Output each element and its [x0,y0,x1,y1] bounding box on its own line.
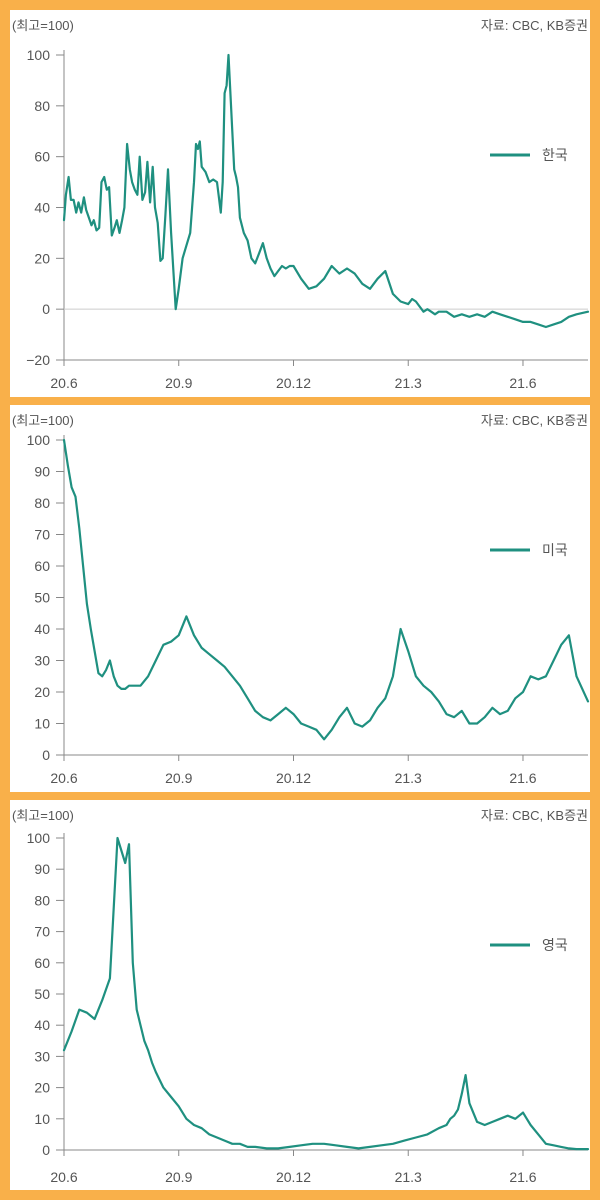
y-tick-label: 40 [34,621,50,637]
source-label: 자료: CBC, KB증권 [481,413,588,428]
x-tick-label: 21.3 [395,1169,422,1185]
y-tick-label: 80 [34,495,50,511]
series-line [62,53,590,329]
series-line [62,438,590,741]
y-tick-label: 100 [27,830,51,846]
y-tick-label: 70 [34,527,50,543]
chart-uk: (최고=100) 자료: CBC, KB증권 영국 10090807060504… [12,808,590,1185]
y-tick-label: 100 [27,47,51,63]
y-tick-label: 30 [34,1048,50,1064]
x-tick-label: 21.3 [395,375,422,391]
unit-label: (최고=100) [12,18,74,33]
unit-label: (최고=100) [12,413,74,428]
legend-label: 한국 [542,147,568,163]
y-tick-label: 20 [34,1080,50,1096]
x-tick-label: 20.9 [165,375,192,391]
x-tick-label: 20.9 [165,1169,192,1185]
y-tick-label: 0 [42,747,50,763]
legend-label: 미국 [542,542,568,558]
y-tick-label: 40 [34,1017,50,1033]
y-tick-label: 0 [42,1142,50,1158]
x-tick-label: 21.6 [509,1169,536,1185]
x-tick-label: 20.6 [50,1169,77,1185]
x-tick-label: 20.9 [165,770,192,786]
y-tick-label: 80 [34,98,50,114]
y-tick-label: 0 [42,301,50,317]
y-tick-label: 60 [34,955,50,971]
x-tick-label: 20.6 [50,770,77,786]
y-tick-label: 30 [34,653,50,669]
y-tick-label: 10 [34,1111,50,1127]
chart-usa: (최고=100) 자료: CBC, KB증권 미국 10090807060504… [12,413,590,786]
x-tick-label: 20.12 [276,375,311,391]
y-tick-label: 60 [34,149,50,165]
x-tick-label: 21.3 [395,770,422,786]
x-tick-label: 20.12 [276,770,311,786]
y-tick-label: 80 [34,892,50,908]
y-tick-label: 50 [34,986,50,1002]
chart-panel-korea: (최고=100) 자료: CBC, KB증권 한국 100 80 60 40 20 0 −2… [10,10,590,397]
chart-panel-uk: (최고=100) 자료: CBC, KB증권 영국 100 90 80 70 60 50 4… [10,800,590,1190]
source-label: 자료: CBC, KB증권 [481,18,588,33]
unit-label: (최고=100) [12,808,74,823]
y-tick-label: 20 [34,684,50,700]
y-tick-label: 60 [34,558,50,574]
y-tick-label: 40 [34,200,50,216]
legend-label: 영국 [542,937,568,953]
y-tick-label: 100 [27,432,51,448]
y-tick-label: 70 [34,924,50,940]
chart-panel-usa: (최고=100) 자료: CBC, KB증권 미국 100 90 80 70 60 50 4… [10,405,590,792]
y-tick-label: 90 [34,464,50,480]
y-tick-label: 10 [34,716,50,732]
x-tick-label: 21.6 [509,770,536,786]
x-tick-label: 20.6 [50,375,77,391]
x-tick-label: 21.6 [509,375,536,391]
y-tick-label: 50 [34,590,50,606]
chart-korea: (최고=100) 자료: CBC, KB증권 한국 100 80 60 40 20 0 −2… [12,18,590,391]
series-line [62,836,590,1151]
y-tick-label: 90 [34,861,50,877]
y-tick-label: 20 [34,250,50,266]
y-tick-label: −20 [26,352,50,368]
source-label: 자료: CBC, KB증권 [481,808,588,823]
x-tick-label: 20.12 [276,1169,311,1185]
